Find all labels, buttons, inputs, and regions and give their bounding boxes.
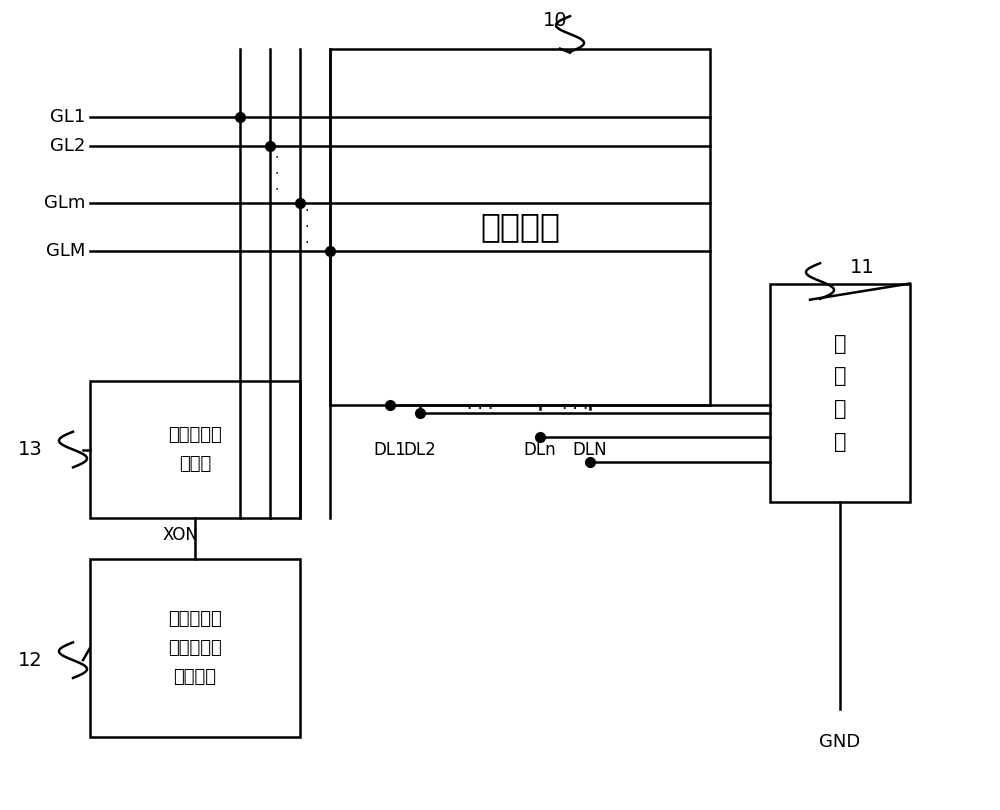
- Text: XON: XON: [162, 526, 198, 544]
- Text: GL2: GL2: [50, 137, 85, 155]
- Text: 10: 10: [543, 11, 567, 30]
- Text: GND: GND: [819, 733, 861, 751]
- Text: GLm: GLm: [44, 194, 85, 211]
- Text: DL1: DL1: [374, 441, 406, 459]
- Text: ·
·
·: · · ·: [305, 203, 309, 250]
- Bar: [90, 381, 300, 518]
- Bar: [330, 49, 710, 405]
- Text: · · ·: · · ·: [562, 400, 588, 418]
- Text: DLN: DLN: [573, 441, 607, 459]
- Text: GLM: GLM: [46, 242, 85, 260]
- Text: 13: 13: [18, 440, 43, 459]
- Text: 放
电
单
元: 放 电 单 元: [834, 334, 846, 452]
- Text: ·
·
·: · · ·: [275, 151, 279, 198]
- Text: 11: 11: [850, 258, 875, 277]
- Text: DL2: DL2: [404, 441, 436, 459]
- Text: DLn: DLn: [524, 441, 556, 459]
- Text: 显示模组: 显示模组: [480, 211, 560, 243]
- Bar: [770, 284, 910, 502]
- Text: GL1: GL1: [50, 109, 85, 126]
- Text: · · ·: · · ·: [467, 400, 493, 418]
- Bar: [90, 559, 300, 737]
- Text: 关机栅线控
制单元: 关机栅线控 制单元: [168, 426, 222, 473]
- Text: 关机残影消
除启动信号
生成单元: 关机残影消 除启动信号 生成单元: [168, 610, 222, 686]
- Text: 12: 12: [18, 650, 43, 670]
